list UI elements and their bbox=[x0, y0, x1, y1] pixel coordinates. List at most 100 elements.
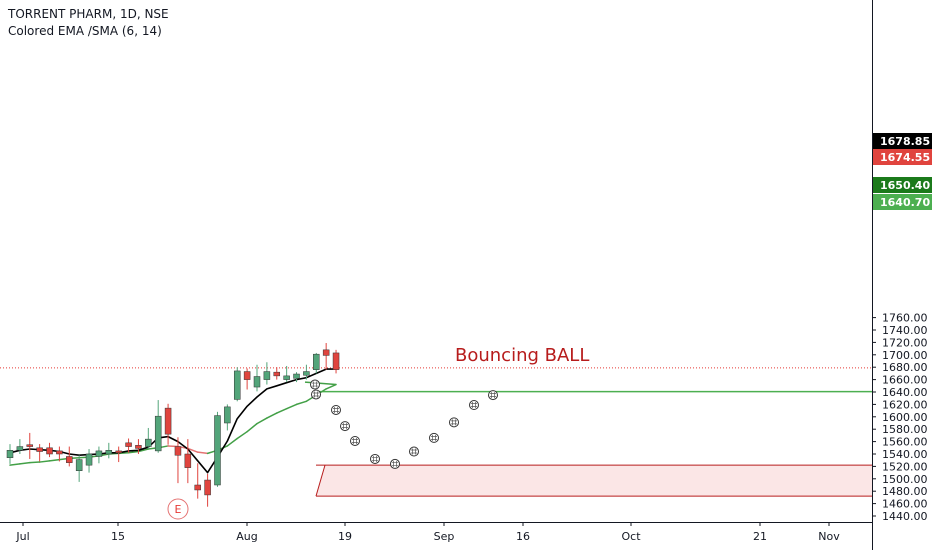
sma-segment bbox=[48, 458, 61, 462]
candle-down bbox=[26, 432, 34, 459]
ball-marker bbox=[331, 404, 341, 415]
x-tick-label: 16 bbox=[516, 530, 530, 543]
target-zone[interactable] bbox=[315, 464, 872, 497]
candle-body bbox=[184, 453, 192, 468]
y-tick-label: 1680.00 bbox=[882, 361, 928, 374]
sma-segment bbox=[304, 381, 337, 386]
ball-pattern bbox=[372, 455, 378, 462]
bouncing-ball-label: Bouncing BALL bbox=[455, 345, 589, 366]
candle-body bbox=[313, 353, 320, 370]
candle-body bbox=[125, 442, 132, 447]
candle-body bbox=[145, 438, 152, 447]
candle-body bbox=[224, 406, 231, 424]
candle-down bbox=[273, 367, 281, 380]
x-tick-label: 21 bbox=[753, 530, 767, 543]
y-tick-label: 1540.00 bbox=[882, 448, 928, 461]
indicator-label[interactable]: Colored EMA /SMA (6, 14) bbox=[8, 24, 162, 38]
y-tick-label: 1700.00 bbox=[882, 349, 928, 362]
x-tick-label: Aug bbox=[236, 530, 257, 543]
sma-segment bbox=[285, 403, 298, 410]
sma-segment bbox=[187, 447, 199, 453]
y-tick-label: 1600.00 bbox=[882, 411, 928, 424]
ball-circle bbox=[310, 379, 320, 390]
candle-body bbox=[56, 450, 63, 455]
ball-pattern bbox=[411, 448, 417, 455]
price-tag-bg bbox=[873, 194, 932, 210]
candle-up bbox=[313, 352, 320, 374]
candle-down bbox=[36, 444, 43, 462]
sma-segment bbox=[256, 417, 268, 425]
ball-circle bbox=[311, 389, 321, 400]
candles bbox=[6, 343, 340, 507]
y-tick-label: 1720.00 bbox=[882, 336, 928, 349]
candle-up bbox=[303, 364, 310, 380]
candle-body bbox=[322, 349, 330, 356]
price-tag-bg bbox=[873, 177, 932, 193]
ball-pattern bbox=[451, 419, 457, 426]
candle-down bbox=[115, 446, 122, 463]
candle-up bbox=[16, 439, 24, 454]
candle-up bbox=[263, 362, 271, 385]
candle-down bbox=[164, 403, 172, 445]
ball-marker bbox=[429, 432, 439, 443]
earnings-letter: E bbox=[175, 503, 182, 516]
ball-marker bbox=[469, 400, 479, 411]
ball-circle bbox=[331, 404, 341, 415]
y-tick-label: 1660.00 bbox=[882, 374, 928, 387]
candle-up bbox=[214, 411, 221, 487]
candle-body bbox=[263, 371, 271, 380]
sma-segment bbox=[266, 412, 278, 419]
candle-up bbox=[85, 449, 93, 473]
y-tick-label: 1500.00 bbox=[882, 473, 928, 486]
y-tick-label: 1520.00 bbox=[882, 460, 928, 473]
ball-pattern bbox=[342, 423, 348, 430]
ema-line bbox=[9, 368, 336, 474]
x-tick-label: Jul bbox=[15, 530, 29, 543]
candle-down bbox=[184, 439, 192, 484]
candle-body bbox=[6, 450, 14, 458]
candle-up bbox=[145, 427, 152, 450]
price-tag-label: 1640.70 bbox=[880, 196, 930, 209]
ball-marker bbox=[488, 390, 498, 401]
candle-down bbox=[135, 439, 142, 454]
price-tag-label: 1674.55 bbox=[880, 151, 930, 164]
price-tag-label: 1678.85 bbox=[880, 135, 930, 148]
price-tag-darkgreen: 1650.40 bbox=[873, 177, 932, 193]
y-tick-label: 1480.00 bbox=[882, 485, 928, 498]
candle-body bbox=[26, 444, 34, 447]
candle-body bbox=[214, 415, 221, 486]
candle-body bbox=[194, 484, 201, 491]
candle-body bbox=[303, 371, 310, 376]
candle-up bbox=[6, 444, 14, 464]
sma-segment bbox=[295, 400, 308, 406]
candle-up bbox=[233, 367, 241, 402]
candle-body bbox=[253, 376, 261, 388]
sma-segment bbox=[38, 460, 51, 463]
y-tick-label: 1560.00 bbox=[882, 436, 928, 449]
annotations: Bouncing BALL E bbox=[167, 345, 589, 520]
candle-down bbox=[194, 463, 201, 499]
sma-segment bbox=[29, 461, 41, 464]
ball-marker bbox=[449, 417, 459, 428]
x-tick-label: Oct bbox=[621, 530, 641, 543]
ball-pattern bbox=[471, 402, 477, 409]
candle-down bbox=[243, 368, 251, 390]
candle-body bbox=[75, 459, 83, 471]
candle-body bbox=[283, 375, 290, 380]
candle-up bbox=[154, 400, 162, 453]
candle-up bbox=[283, 365, 290, 383]
ball-marker bbox=[370, 453, 380, 464]
price-tag-black: 1678.85 bbox=[873, 133, 932, 149]
zone-fill[interactable] bbox=[316, 465, 872, 497]
zone-left-edge bbox=[315, 465, 326, 497]
earnings-circle bbox=[167, 498, 189, 520]
candle-down bbox=[322, 343, 330, 370]
candle-down bbox=[56, 446, 63, 462]
x-tick-label: Nov bbox=[818, 530, 840, 543]
ball-circle bbox=[350, 435, 360, 446]
earnings-marker[interactable]: E bbox=[167, 498, 189, 520]
y-tick-label: 1580.00 bbox=[882, 423, 928, 436]
ball-pattern bbox=[313, 391, 319, 398]
